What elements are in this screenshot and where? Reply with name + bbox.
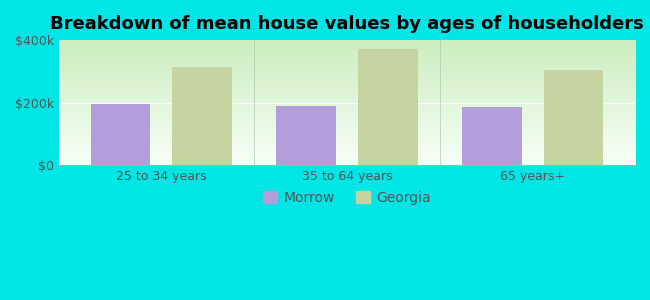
Bar [544,70,603,165]
Bar [462,107,522,165]
Title: Breakdown of mean house values by ages of householders: Breakdown of mean house values by ages o… [50,15,644,33]
Bar [358,50,417,165]
Legend: Morrow, Georgia: Morrow, Georgia [257,185,437,210]
Bar [276,106,336,165]
Bar [172,67,232,165]
Bar [90,104,150,165]
